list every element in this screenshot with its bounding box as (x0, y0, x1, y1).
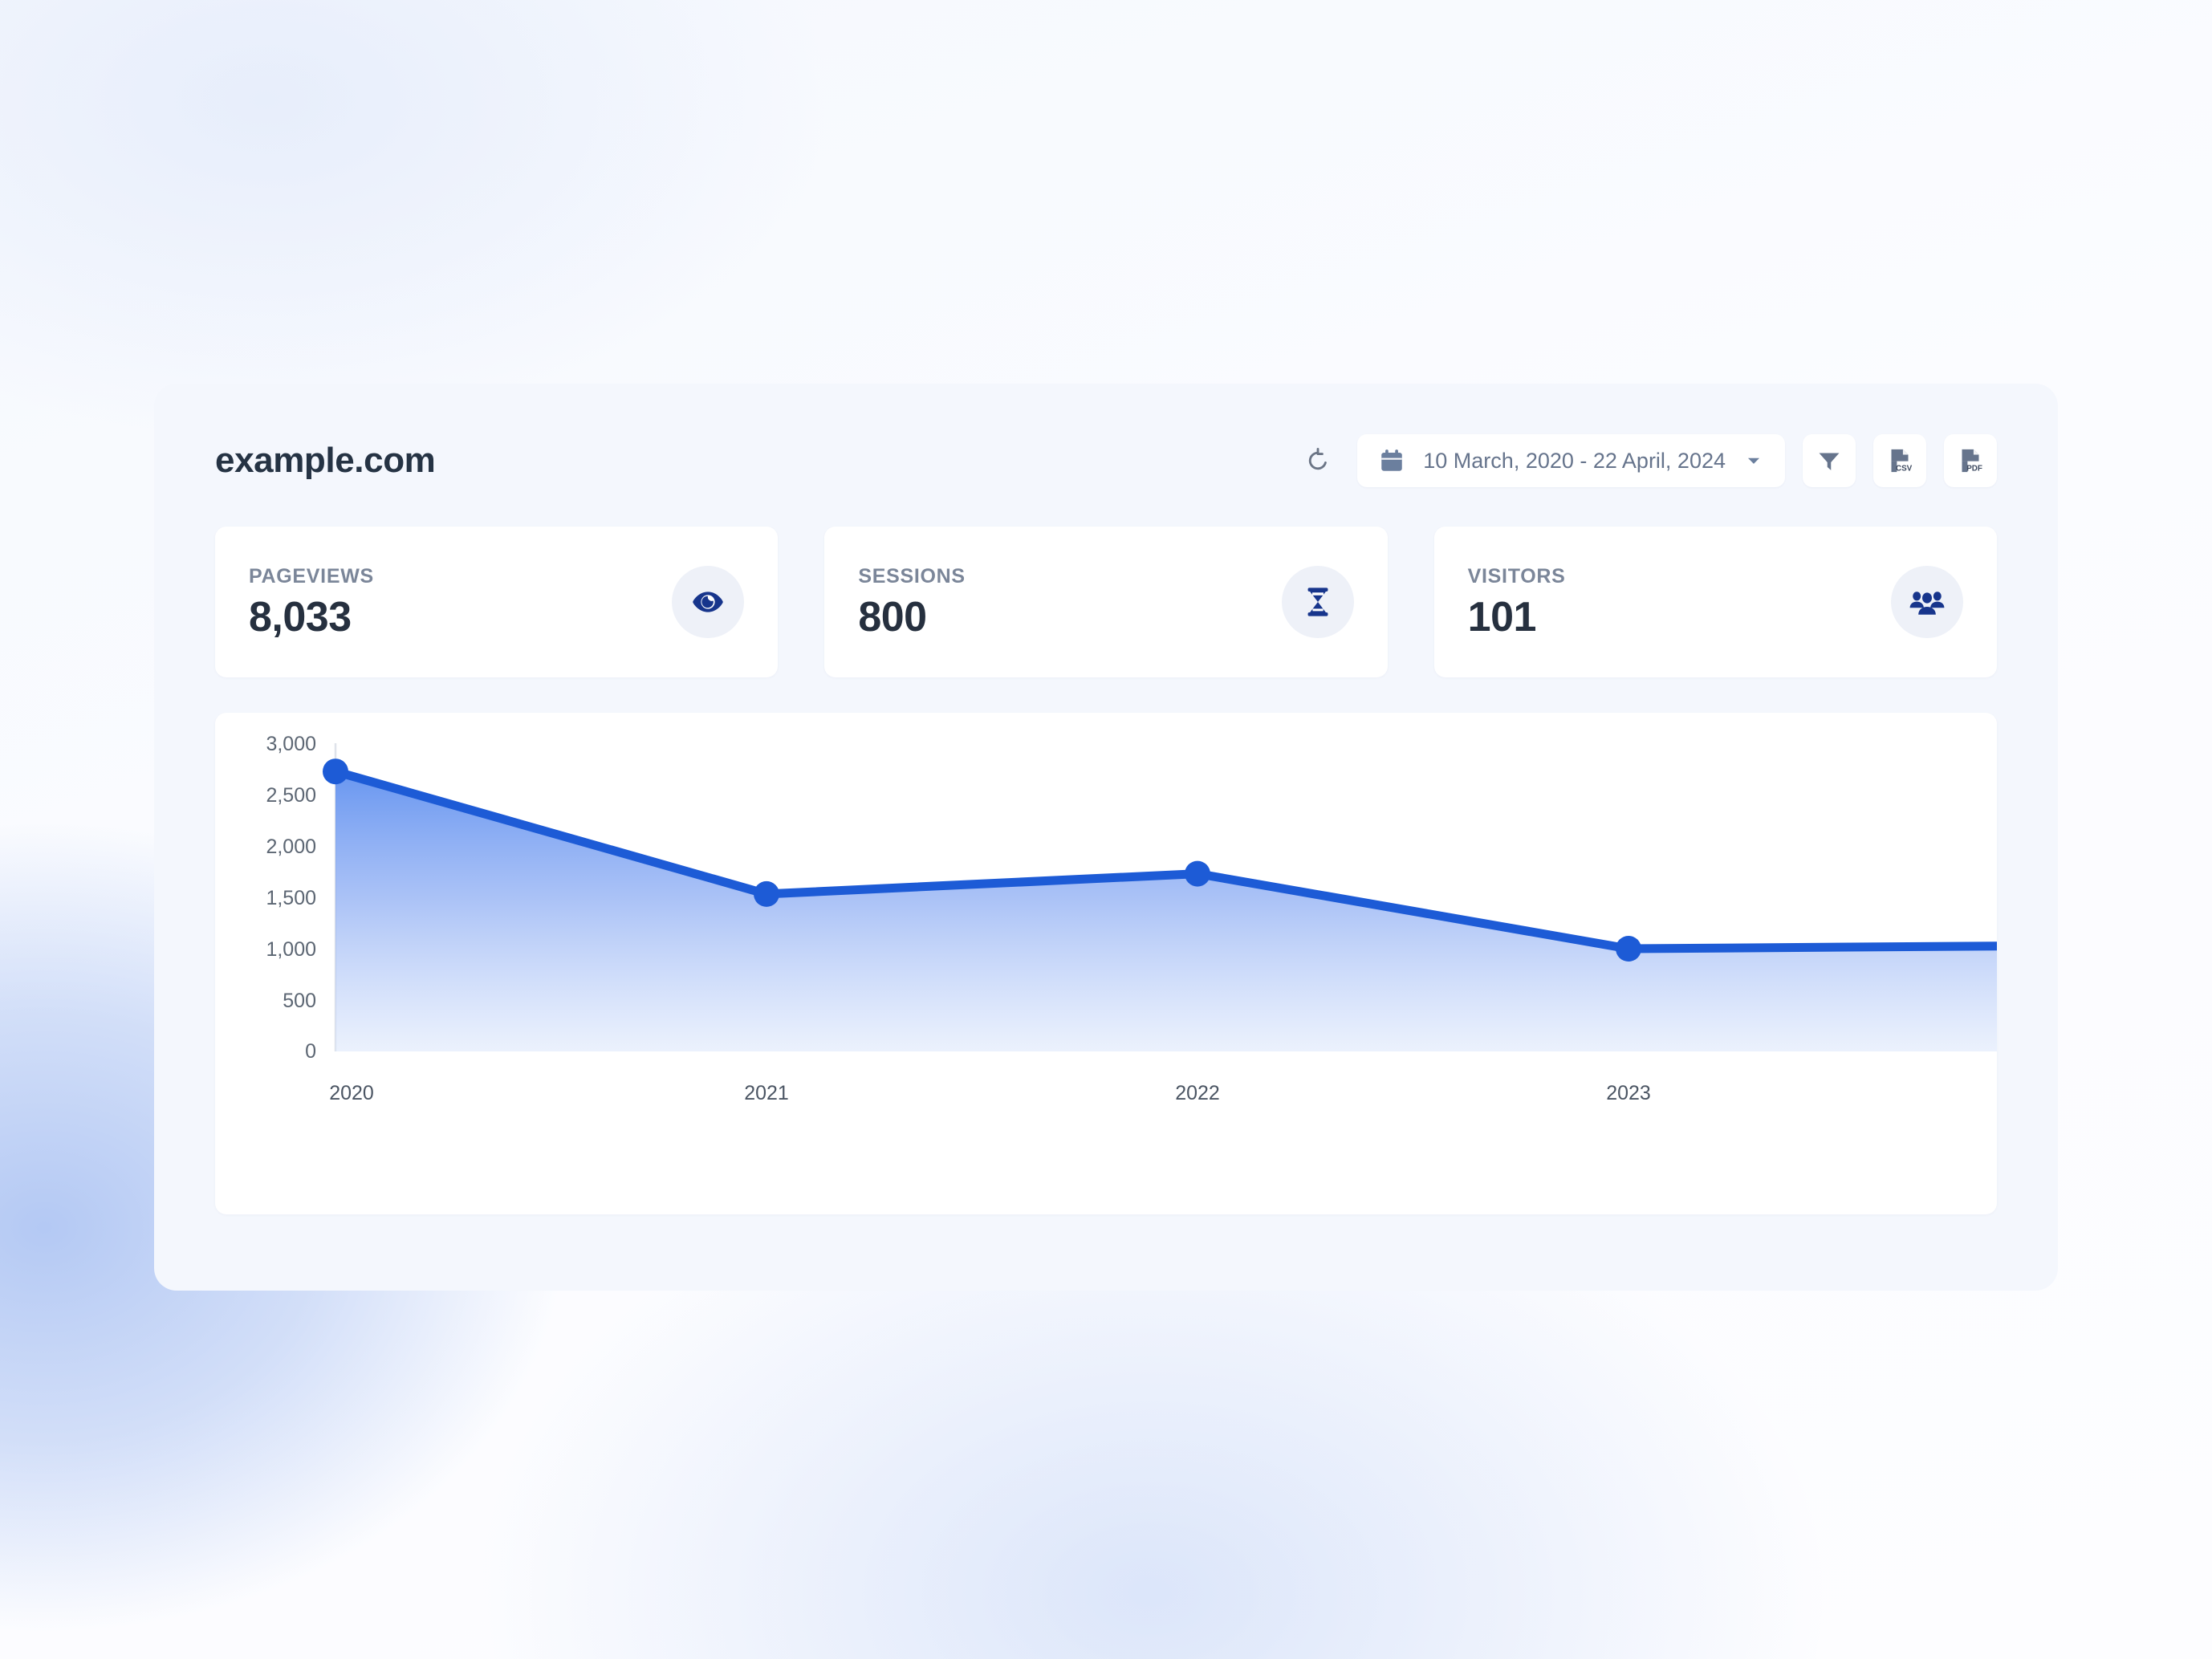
data-point-marker[interactable] (323, 758, 348, 785)
stat-card-visitors: VISITORS 101 (1433, 527, 1997, 677)
traffic-area-chart: 3,000 2,500 2,000 1,500 1,000 500 0 2020 (266, 733, 1997, 1104)
dashboard-panel: example.com 10 March, 2020 - 22 April, 2… (154, 384, 2058, 1291)
y-tick-label: 2,000 (266, 836, 316, 858)
x-axis-ticks: 2020 2021 2022 2023 2024 (329, 1082, 1651, 1104)
stat-icon-badge (1890, 566, 1963, 638)
export-csv-button[interactable]: CSV (1873, 434, 1926, 487)
export-pdf-button[interactable]: PDF (1944, 434, 1997, 487)
page-title: example.com (215, 441, 436, 480)
data-point-marker[interactable] (754, 880, 779, 907)
chart-area-fill (335, 771, 1997, 1051)
stat-cards-row: PAGEVIEWS 8,033 SESSIONS 800 (215, 527, 1997, 677)
pdf-file-icon: PDF (1962, 449, 1982, 473)
data-point-marker[interactable] (1185, 860, 1210, 887)
date-range-text: 10 March, 2020 - 22 April, 2024 (1423, 448, 1726, 473)
svg-text:PDF: PDF (1966, 464, 1982, 473)
stat-icon-badge (1281, 566, 1354, 638)
header-toolbar: 10 March, 2020 - 22 April, 2024 CSV (1296, 434, 1997, 487)
people-icon (1909, 592, 1945, 615)
refresh-button[interactable] (1296, 439, 1340, 482)
y-tick-label: 2,500 (266, 784, 316, 807)
dashboard-header: example.com 10 March, 2020 - 22 April, 2… (215, 429, 1997, 493)
stat-value: 800 (858, 593, 927, 640)
y-tick-label: 1,000 (266, 938, 316, 961)
stat-text-group: VISITORS 101 (1467, 564, 1566, 640)
stat-value: 101 (1467, 593, 1537, 640)
y-tick-label: 1,500 (266, 887, 316, 909)
stat-icon-badge (672, 566, 745, 638)
y-axis-ticks: 3,000 2,500 2,000 1,500 1,000 500 0 (266, 733, 316, 1063)
csv-file-icon: CSV (1891, 449, 1913, 473)
date-range-picker[interactable]: 10 March, 2020 - 22 April, 2024 (1357, 434, 1785, 487)
stat-label: SESSIONS (858, 564, 966, 588)
stat-card-pageviews: PAGEVIEWS 8,033 (215, 527, 779, 677)
stat-text-group: PAGEVIEWS 8,033 (249, 564, 374, 640)
stat-value: 8,033 (249, 593, 352, 640)
stat-card-sessions: SESSIONS 800 (824, 527, 1388, 677)
x-tick-label: 2022 (1175, 1082, 1220, 1104)
y-tick-label: 0 (305, 1040, 316, 1063)
data-point-marker[interactable] (1616, 936, 1641, 962)
hourglass-icon (1307, 588, 1328, 616)
filter-button[interactable] (1803, 434, 1856, 487)
x-tick-label: 2021 (744, 1082, 789, 1104)
y-tick-label: 500 (283, 990, 316, 1012)
traffic-chart-card: 3,000 2,500 2,000 1,500 1,000 500 0 2020 (215, 713, 1997, 1214)
svg-text:CSV: CSV (1896, 464, 1913, 473)
chevron-down-icon (1747, 457, 1760, 464)
stat-label: PAGEVIEWS (249, 564, 374, 588)
x-tick-label: 2020 (329, 1082, 374, 1104)
stat-label: VISITORS (1467, 564, 1566, 588)
stat-text-group: SESSIONS 800 (858, 564, 966, 640)
refresh-icon (1309, 448, 1328, 470)
calendar-icon (1381, 449, 1403, 471)
filter-icon (1819, 453, 1840, 470)
eye-icon (693, 592, 724, 612)
y-tick-label: 3,000 (266, 733, 316, 755)
x-tick-label: 2023 (1606, 1082, 1651, 1104)
